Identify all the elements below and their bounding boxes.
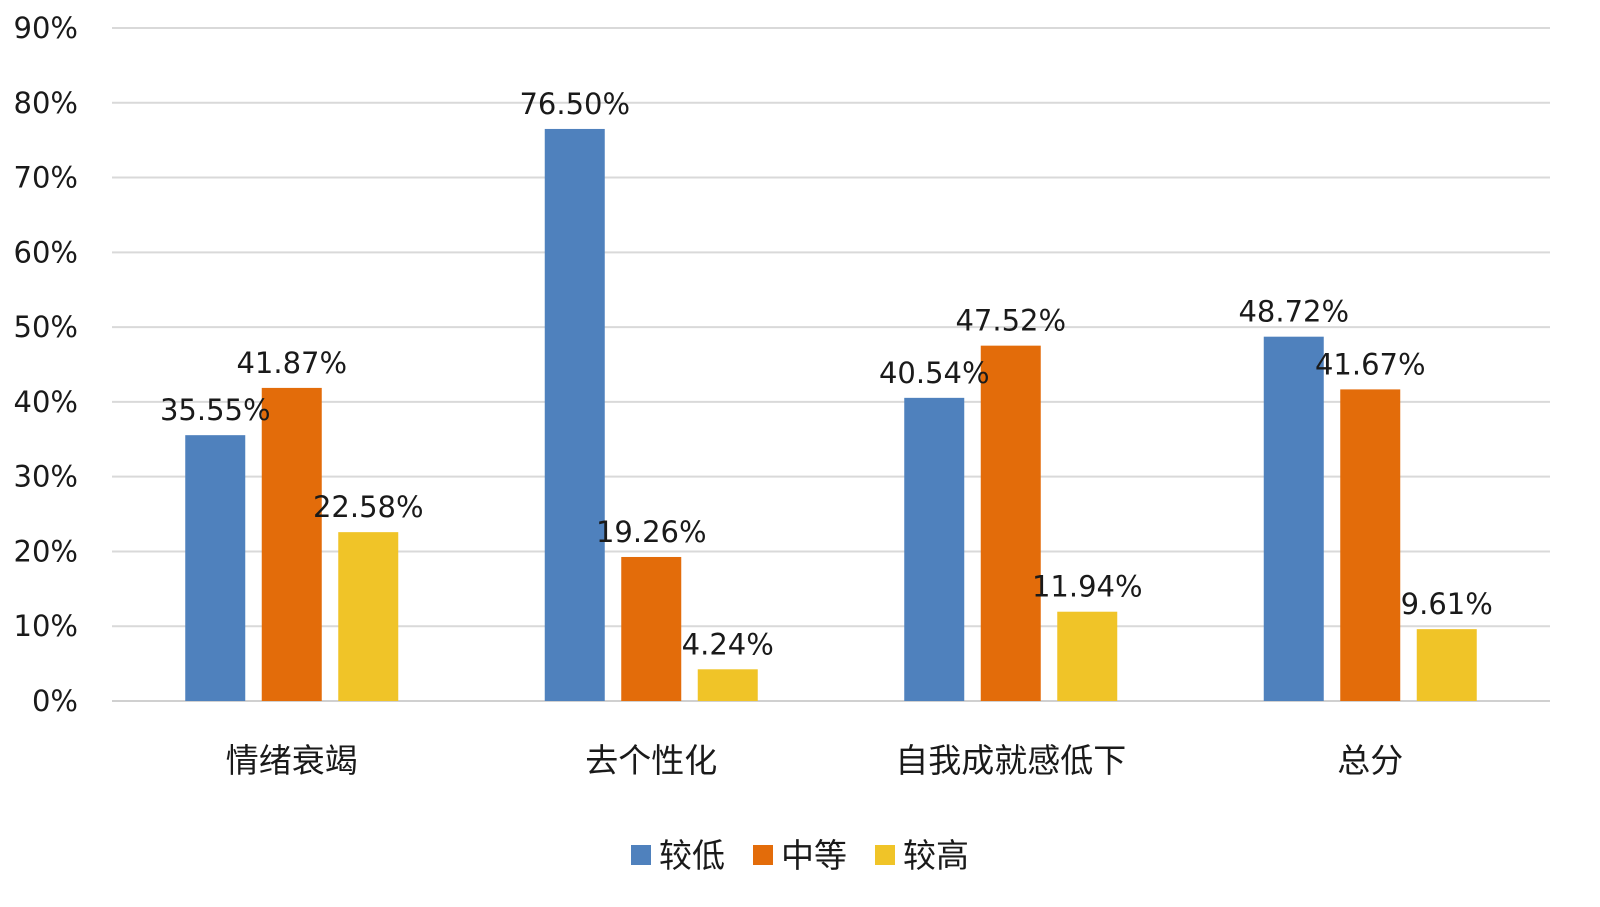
- y-tick-label: 60%: [14, 235, 78, 269]
- data-label: 41.67%: [1315, 347, 1426, 381]
- y-tick-label: 0%: [32, 684, 78, 718]
- x-category-label: 总分: [1337, 741, 1403, 780]
- bar: [1416, 629, 1477, 701]
- legend-swatch: [753, 845, 773, 865]
- bar: [1057, 611, 1118, 701]
- legend-swatch: [875, 845, 895, 865]
- legend: 较低 中等 较高: [631, 836, 969, 875]
- data-label: 9.61%: [1401, 587, 1493, 621]
- y-tick-label: 70%: [14, 161, 78, 195]
- y-tick-label: 90%: [14, 11, 78, 45]
- data-label: 47.52%: [955, 304, 1066, 338]
- data-label: 22.58%: [313, 490, 424, 524]
- bar: [1263, 336, 1324, 701]
- data-label: 19.26%: [596, 515, 707, 549]
- x-category-label: 情绪衰竭: [226, 741, 358, 780]
- y-axis-ticks: 0% 10% 20% 30% 40% 50% 60% 70% 80% 90%: [14, 11, 78, 718]
- data-labels: 35.55% 41.87% 22.58% 76.50% 19.26% 4.24% 40.54…: [160, 87, 1493, 661]
- bar: [980, 345, 1041, 701]
- bar: [1340, 389, 1401, 701]
- bar: [338, 532, 399, 701]
- x-category-label: 自我成就感低下: [895, 741, 1126, 780]
- legend-label: 中等: [781, 836, 847, 875]
- bar: [544, 128, 605, 701]
- bar: [697, 669, 758, 701]
- x-axis-categories: 情绪衰竭 去个性化 自我成就感低下 总分: [226, 741, 1404, 780]
- x-category-label: 去个性化: [585, 741, 717, 780]
- y-tick-label: 10%: [14, 609, 78, 643]
- legend-swatch: [631, 845, 651, 865]
- y-tick-label: 30%: [14, 460, 78, 494]
- bar: [904, 397, 965, 701]
- y-tick-label: 50%: [14, 310, 78, 344]
- data-label: 41.87%: [236, 346, 347, 380]
- y-tick-label: 40%: [14, 385, 78, 419]
- legend-label: 较低: [659, 836, 725, 875]
- bar: [621, 556, 682, 701]
- data-label: 35.55%: [160, 393, 271, 427]
- bar: [185, 435, 246, 701]
- legend-label: 较高: [903, 836, 969, 875]
- y-tick-label: 80%: [14, 86, 78, 120]
- data-label: 48.72%: [1238, 295, 1349, 329]
- y-tick-label: 20%: [14, 534, 78, 568]
- data-label: 4.24%: [682, 627, 774, 661]
- data-label: 40.54%: [879, 356, 990, 390]
- data-label: 11.94%: [1032, 570, 1143, 604]
- data-label: 76.50%: [519, 87, 630, 121]
- bars: [185, 128, 1477, 701]
- bar: [261, 387, 322, 701]
